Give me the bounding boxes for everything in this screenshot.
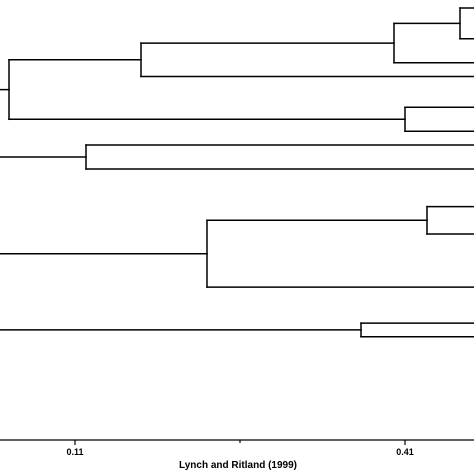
x-axis-tick-label: 0.41	[396, 447, 414, 457]
x-axis-ticks: 0.110.410.70	[66, 440, 414, 457]
x-axis-tick-label: 0.11	[66, 447, 83, 457]
dendrogram-branches	[0, 7, 474, 338]
x-axis: 0.110.410.70 Lynch and Ritland (1999)	[0, 439, 474, 471]
x-axis-title: Lynch and Ritland (1999)	[179, 460, 297, 471]
